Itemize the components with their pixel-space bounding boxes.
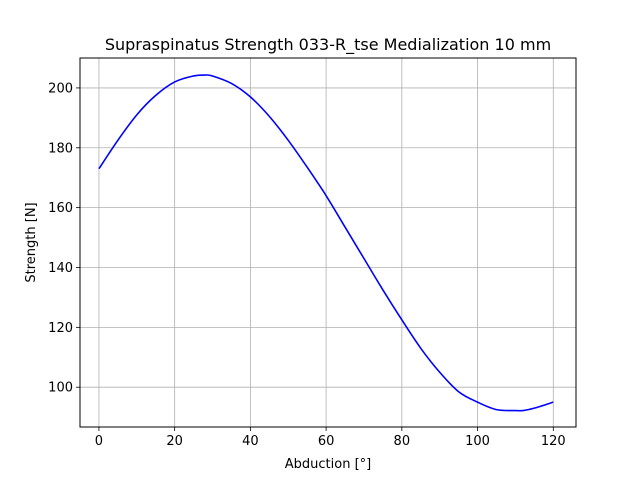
x-axis-label: Abduction [°] xyxy=(285,457,371,472)
x-tick-label: 80 xyxy=(394,434,411,449)
x-tick-label: 40 xyxy=(242,434,259,449)
x-tick-label: 120 xyxy=(541,434,566,449)
x-tick-label: 100 xyxy=(465,434,490,449)
x-axis: 0 20 40 60 80 100 120 xyxy=(95,427,566,449)
chart-title: Supraspinatus Strength 033-R_tse Mediali… xyxy=(105,35,551,55)
x-tick-label: 20 xyxy=(166,434,183,449)
y-tick-label: 160 xyxy=(48,201,73,216)
y-tick-label: 200 xyxy=(48,81,73,96)
y-tick-label: 120 xyxy=(48,321,73,336)
plot-frame xyxy=(79,57,577,428)
x-tick-label: 60 xyxy=(318,434,335,449)
y-axis: 100 120 140 160 180 200 xyxy=(48,81,80,396)
y-axis-label: Strength [N] xyxy=(24,202,39,282)
series-layer xyxy=(98,74,554,412)
y-tick-label: 180 xyxy=(48,141,73,156)
grid-lines xyxy=(80,58,576,427)
series-line xyxy=(98,74,554,412)
y-tick-label: 100 xyxy=(48,381,73,396)
x-tick-label: 0 xyxy=(95,434,103,449)
y-tick-label: 140 xyxy=(48,261,73,276)
